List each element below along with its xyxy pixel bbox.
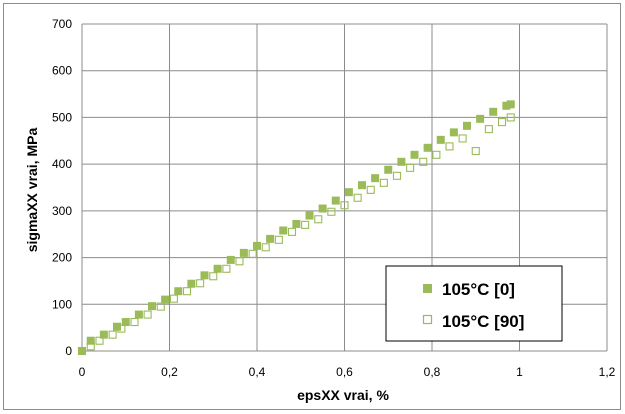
y-axis-title: sigmaXX vrai, MPa	[24, 128, 40, 253]
data-point-series-2	[130, 317, 139, 327]
data-point-series-2	[287, 227, 297, 236]
data-point-series-2	[458, 134, 467, 143]
data-point-series-2	[327, 207, 336, 216]
data-point-series-1	[253, 241, 261, 250]
data-point-series-2	[340, 201, 349, 210]
data-point-series-2	[182, 287, 192, 296]
data-point-series-1	[148, 302, 156, 311]
legend-box	[385, 265, 563, 342]
legend: 105°C [0] 105°C [90]	[385, 265, 563, 342]
data-point-series-1	[371, 174, 380, 183]
data-point-series-1	[506, 100, 515, 109]
data-point-series-2	[77, 346, 87, 356]
y-tick-label: 400	[52, 157, 72, 171]
data-point-series-1	[358, 181, 366, 190]
data-point-series-1	[161, 295, 170, 304]
data-point-series-1	[78, 347, 86, 355]
data-point-series-1	[384, 165, 393, 174]
data-point-series-2	[432, 150, 441, 159]
data-point-series-1	[449, 128, 458, 137]
data-point-series-1	[331, 196, 340, 205]
axes-layer	[81, 24, 607, 352]
x-tick-label: 0,8	[424, 365, 441, 379]
y-tick-label: 500	[52, 110, 72, 124]
data-point-series-2	[95, 336, 104, 345]
data-point-series-2	[314, 215, 323, 224]
data-point-series-1	[397, 157, 406, 166]
data-point-series-1	[187, 279, 196, 288]
data-point-series-2	[209, 272, 218, 281]
data-point-series-1	[213, 264, 222, 273]
data-point-series-2	[419, 157, 428, 166]
data-point-series-2	[301, 220, 310, 229]
x-tick-label: 1	[516, 365, 523, 379]
data-point-series-1	[113, 322, 121, 331]
data-point-series-1	[318, 204, 327, 213]
data-point-series-2	[261, 243, 270, 252]
legend-label-series-1: 105°C [0]	[442, 280, 515, 299]
data-point-series-2	[117, 324, 126, 333]
y-tick-label: 300	[52, 204, 72, 218]
data-point-series-2	[235, 257, 244, 266]
data-point-series-1	[134, 310, 143, 319]
data-point-series-1	[476, 114, 485, 123]
data-point-series-1	[279, 226, 288, 235]
points-layer	[77, 100, 515, 356]
x-tick-label: 0,4	[249, 365, 266, 379]
data-point-series-2	[169, 294, 178, 303]
data-point-series-2	[353, 193, 362, 202]
data-point-series-2	[108, 330, 117, 339]
data-point-series-1	[226, 255, 235, 264]
legend-marker-filled-square-icon	[423, 284, 432, 293]
data-point-series-1	[200, 271, 209, 280]
data-point-series-1	[174, 287, 183, 296]
x-tick-label: 0	[79, 365, 86, 379]
data-point-series-2	[484, 125, 493, 134]
data-point-series-2	[406, 163, 415, 172]
data-point-series-1	[489, 107, 498, 116]
data-point-series-1	[423, 143, 432, 152]
data-point-series-1	[502, 101, 511, 110]
data-point-series-2	[379, 178, 388, 187]
data-point-series-2	[471, 147, 480, 156]
data-point-series-1	[305, 211, 314, 220]
data-point-series-2	[248, 249, 257, 258]
data-point-series-2	[156, 302, 165, 311]
data-point-series-2	[274, 235, 283, 244]
y-tick-label: 700	[52, 17, 72, 31]
legend-label-series-2: 105°C [90]	[442, 312, 524, 331]
data-point-series-1	[121, 318, 130, 327]
data-point-series-2	[392, 171, 402, 180]
data-point-series-1	[344, 188, 353, 197]
x-tick-label: 0,6	[336, 365, 353, 379]
data-point-series-2	[143, 310, 152, 319]
data-point-series-1	[410, 150, 419, 159]
data-point-series-2	[506, 113, 515, 122]
y-tick-label: 100	[52, 297, 72, 311]
data-point-series-2	[366, 185, 375, 194]
data-point-series-1	[99, 330, 108, 339]
x-tick-label: 0,2	[161, 365, 178, 379]
data-point-series-1	[266, 234, 275, 243]
data-point-series-2	[196, 279, 205, 288]
x-tick-label: 1,2	[599, 365, 616, 379]
data-point-series-1	[436, 135, 445, 144]
data-point-series-1	[86, 336, 95, 345]
data-point-series-1	[463, 121, 471, 130]
y-tick-label: 0	[65, 344, 72, 358]
data-point-series-2	[445, 142, 454, 151]
data-point-series-2	[497, 118, 507, 127]
data-point-series-2	[222, 264, 231, 273]
data-point-series-2	[86, 342, 95, 351]
data-point-series-1	[292, 219, 301, 228]
y-tick-label: 200	[52, 251, 72, 265]
legend-marker-open-square-icon	[422, 314, 433, 325]
y-tick-label: 600	[52, 64, 72, 78]
data-point-series-1	[239, 248, 248, 257]
ticks-layer: 0 100 200 300 400 500 600 700 0 0,2 0,4 0,6 0,8 1 1,2	[52, 17, 616, 379]
x-axis-title: epsXX vrai, %	[297, 387, 389, 403]
